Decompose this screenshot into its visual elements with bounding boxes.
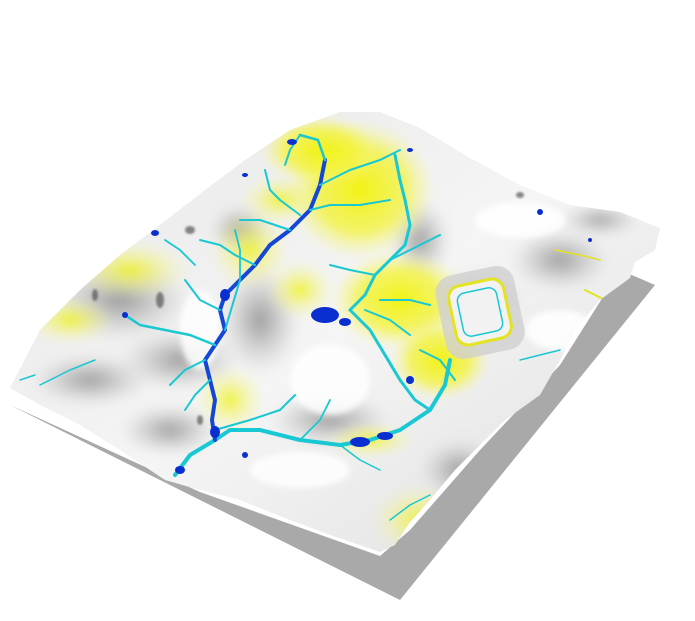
terrain-surface [10,112,660,552]
pond-markers [122,139,592,474]
reservoir-outline [435,265,525,360]
shadow-plane [10,270,655,600]
stream-network [19,133,606,521]
